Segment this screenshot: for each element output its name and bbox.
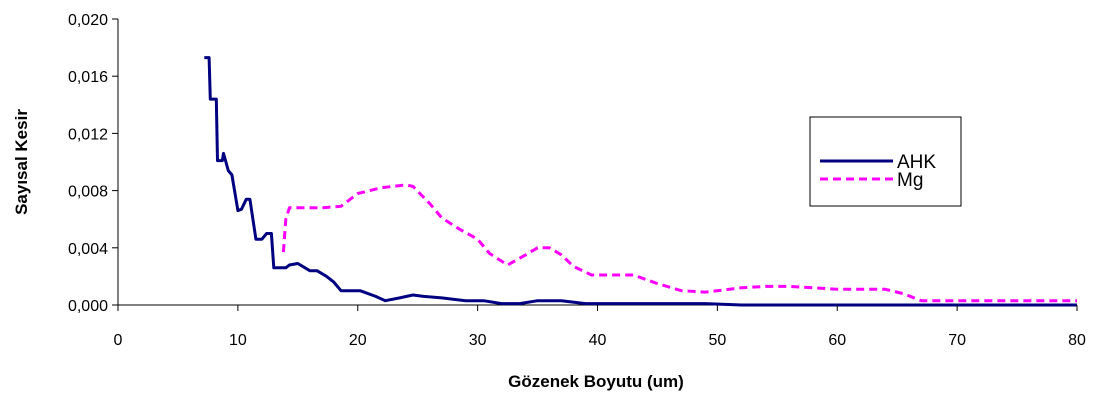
legend-label-ahk: AHK: [897, 152, 936, 173]
legend-label-mg: Mg: [897, 170, 923, 191]
y-tick-label: 0,004: [68, 241, 108, 258]
y-tick-label: 0,000: [68, 298, 108, 315]
x-tick-label: 50: [708, 332, 726, 349]
x-tick-label: 0: [114, 332, 123, 349]
x-tick-label: 60: [828, 332, 846, 349]
x-tick-label: 30: [469, 332, 487, 349]
x-tick-label: 10: [229, 332, 247, 349]
y-tick-label: 0,016: [68, 69, 108, 86]
x-tick-label: 80: [1068, 332, 1086, 349]
x-axis-title: Gözenek Boyutu (um): [508, 372, 684, 391]
y-tick-label: 0,008: [68, 184, 108, 201]
legend: AHK Mg: [809, 116, 962, 207]
x-axis-ticks: 0 10 20 30 40 50 60 70 80: [114, 305, 1086, 349]
y-tick-label: 0,012: [68, 126, 108, 143]
series-line-ahk: [204, 56, 1077, 307]
x-tick-label: 70: [948, 332, 966, 349]
y-axis-title: Sayısal Kesir: [12, 109, 31, 215]
series-line-mg: [281, 183, 1077, 303]
x-tick-label: 20: [349, 332, 367, 349]
y-axis-ticks: 0,000 0,004 0,008 0,012 0,016 0,020: [68, 12, 118, 315]
y-tick-label: 0,020: [68, 12, 108, 29]
x-tick-label: 40: [589, 332, 607, 349]
